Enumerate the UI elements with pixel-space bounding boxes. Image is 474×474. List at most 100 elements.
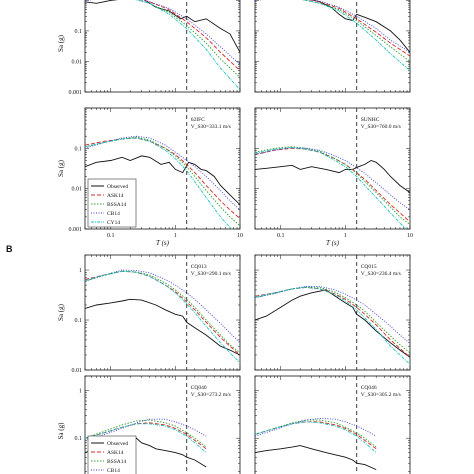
series-line-bssa14 bbox=[255, 419, 377, 448]
series-line-ask14 bbox=[85, 270, 240, 356]
panel-0: 0.001 0.01 0.1 Sa (g) bbox=[57, 0, 241, 96]
x-tick-label: 0.1 bbox=[107, 233, 115, 239]
station-name: CQ040 bbox=[191, 385, 207, 391]
series-group bbox=[85, 135, 240, 229]
y-tick-label: 0.1 bbox=[75, 29, 83, 35]
station-name: CQ046 bbox=[361, 385, 377, 391]
series-line-bssa14 bbox=[302, 0, 410, 62]
station-vs30: V_S30=290.1 m/s bbox=[191, 271, 231, 277]
panel-frame bbox=[84, 375, 241, 474]
series-line-ask14 bbox=[255, 421, 377, 450]
series-line-cy14 bbox=[85, 270, 240, 364]
series-line-cb14 bbox=[85, 135, 240, 211]
legend-entry: BSSA14 bbox=[107, 202, 127, 208]
legend-entry: CY14 bbox=[107, 220, 120, 226]
series-line-bssa14 bbox=[135, 0, 240, 78]
legend-box bbox=[87, 435, 137, 474]
panel-frame bbox=[254, 0, 411, 93]
series-line-observed bbox=[85, 298, 240, 356]
x-axis-label: T (s) bbox=[156, 239, 170, 247]
series-group bbox=[85, 0, 240, 90]
y-axis-label: Sa (g) bbox=[57, 159, 65, 177]
x-axis-label: T (s) bbox=[326, 239, 340, 247]
series-line-bssa14 bbox=[85, 419, 207, 448]
panel-frame bbox=[84, 107, 241, 230]
y-tick-label: 0.01 bbox=[72, 59, 83, 65]
series-line-ask14 bbox=[308, 0, 410, 57]
panel-2: 0.001 0.01 0.1 0.1 1 10 Sa (g) T (s) 62IFCV_S30=… bbox=[57, 107, 243, 247]
series-line-ask14 bbox=[85, 422, 207, 450]
y-axis-label: Sa (g) bbox=[57, 303, 65, 321]
series-line-cy14 bbox=[255, 421, 377, 453]
panel-frame bbox=[84, 0, 241, 93]
series-line-observed bbox=[85, 0, 240, 53]
station-vs30: V_S30=236.4 m/s bbox=[361, 271, 401, 277]
y-tick-label: 0.001 bbox=[69, 227, 83, 233]
y-tick-label: 0.1 bbox=[75, 146, 83, 152]
series-line-ask14 bbox=[255, 286, 410, 358]
station-vs30: V_S30=760.0 m/s bbox=[361, 124, 401, 130]
series-line-cy14 bbox=[302, 0, 410, 72]
station-vs30: V_S30=305.2 m/s bbox=[361, 392, 401, 398]
series-line-bssa14 bbox=[255, 146, 410, 225]
station-name: CQ013 bbox=[191, 264, 207, 270]
legend-entry: Observed bbox=[107, 184, 128, 190]
series-line-observed bbox=[255, 289, 410, 358]
x-tick-label: 1 bbox=[344, 233, 347, 239]
series-group bbox=[255, 417, 377, 471]
series-line-cb14 bbox=[85, 269, 240, 344]
series-line-cb14 bbox=[85, 418, 207, 441]
series-line-cy14 bbox=[85, 423, 207, 453]
series-line-observed bbox=[255, 445, 377, 471]
x-tick-label: 0.1 bbox=[277, 233, 285, 239]
panel-frame bbox=[84, 254, 241, 371]
y-tick-label: 0.01 bbox=[72, 368, 83, 374]
series-line-ask14 bbox=[140, 0, 240, 72]
series-group bbox=[255, 0, 410, 72]
x-tick-label: 1 bbox=[174, 233, 177, 239]
y-tick-label: 0.1 bbox=[75, 436, 83, 442]
x-tick-label: 10 bbox=[407, 233, 413, 239]
series-group bbox=[85, 269, 240, 364]
panel-frame bbox=[254, 254, 411, 371]
panel-frame bbox=[254, 375, 411, 474]
series-line-cy14 bbox=[255, 286, 410, 365]
station-vs30: V_S30=273.2 m/s bbox=[191, 392, 231, 398]
panel-frame bbox=[254, 107, 411, 230]
series-line-ask14 bbox=[255, 147, 410, 223]
panels-group: 0.001 0.01 0.1 Sa (g) 0.001 0.01 0.1 0.1 1 10 Sa (… bbox=[57, 0, 413, 474]
series-line-cb14 bbox=[255, 0, 410, 53]
legend-entry: ASK14 bbox=[107, 450, 124, 456]
station-name: SUNHC bbox=[361, 117, 380, 123]
series-line-cb14 bbox=[255, 417, 377, 437]
y-tick-label: 0.001 bbox=[69, 90, 83, 96]
legend-entry: ASK14 bbox=[107, 193, 124, 199]
y-tick-label: 1 bbox=[79, 268, 82, 274]
station-name: 62IFC bbox=[191, 117, 205, 123]
series-line-observed bbox=[255, 160, 410, 193]
series-line-cy14 bbox=[85, 137, 233, 229]
series-line-cy14 bbox=[255, 147, 407, 229]
y-axis-label: Sa (g) bbox=[57, 34, 65, 52]
panel-1 bbox=[254, 0, 411, 93]
series-line-observed bbox=[310, 0, 410, 53]
legend-entry: CB14 bbox=[107, 211, 120, 217]
legend-entry: Observed bbox=[107, 441, 128, 447]
panel-letter-b: B bbox=[6, 244, 13, 254]
series-line-cb14 bbox=[255, 285, 410, 344]
series-line-observed bbox=[85, 155, 240, 206]
series-line-cb14 bbox=[255, 147, 410, 211]
y-axis-label: Sa (g) bbox=[57, 422, 65, 440]
legend-box bbox=[87, 178, 137, 228]
legend-entry: BSSA14 bbox=[107, 459, 127, 465]
y-tick-label: 1 bbox=[79, 388, 82, 394]
series-line-cy14 bbox=[135, 0, 240, 90]
series-line-bssa14 bbox=[255, 286, 410, 354]
station-name: CQ015 bbox=[361, 264, 377, 270]
